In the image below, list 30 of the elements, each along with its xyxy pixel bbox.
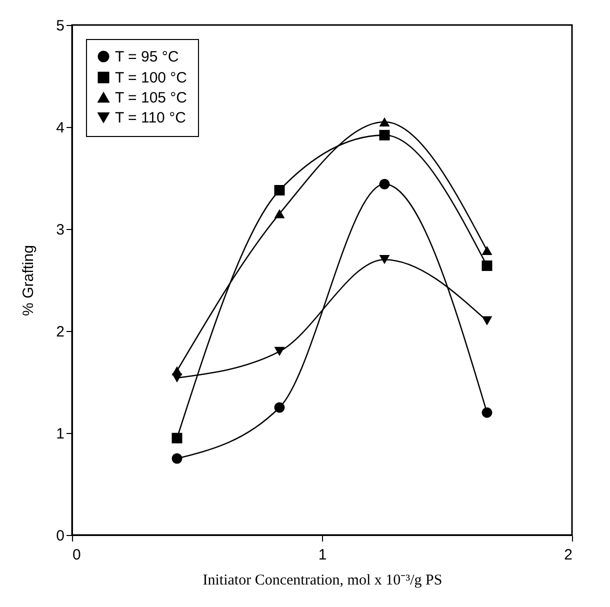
point xyxy=(274,184,285,196)
point xyxy=(274,209,285,218)
point xyxy=(379,178,390,190)
point xyxy=(379,255,390,264)
point xyxy=(274,402,285,413)
y-tick-label: 4 xyxy=(56,120,64,136)
legend-label: T = 105 °C xyxy=(115,90,188,106)
point xyxy=(482,316,492,326)
point xyxy=(379,117,390,126)
point xyxy=(482,407,492,418)
y-tick-label: 2 xyxy=(56,324,64,340)
point xyxy=(172,453,182,464)
y-tick-label: 0 xyxy=(56,528,64,544)
legend-label: T = 100 °C xyxy=(115,70,188,86)
point xyxy=(172,432,182,444)
y-tick-label: 3 xyxy=(56,222,64,238)
x-axis-title: Initiator Concentration, mol x 10⁻³/g PS xyxy=(202,572,442,588)
point xyxy=(482,260,492,271)
point xyxy=(172,373,182,382)
y-axis-title: % Grafting xyxy=(20,245,38,316)
x-tick-label: 0 xyxy=(72,546,81,564)
x-tick-label: 2 xyxy=(564,546,572,564)
point xyxy=(379,130,390,140)
x-tick-label: 1 xyxy=(318,546,327,564)
legend-label: T = 110 °C xyxy=(115,110,186,126)
legend-label: T = 95 °C xyxy=(115,48,179,66)
point xyxy=(482,246,492,255)
point xyxy=(274,346,285,356)
y-tick-label: 1 xyxy=(56,426,64,442)
y-tick-label: 5 xyxy=(56,18,64,34)
